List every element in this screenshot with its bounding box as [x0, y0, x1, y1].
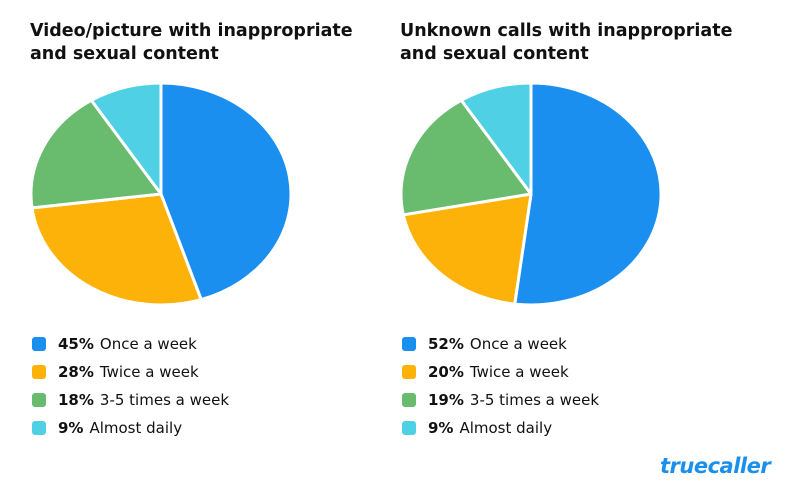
legend-percent: 9% [58, 419, 84, 437]
legend-label: Almost daily [89, 419, 183, 437]
right-chart-title: Unknown calls with inappropriate and sex… [400, 21, 733, 64]
legend-swatch [402, 421, 416, 435]
left-chart-title: Video/picture with inappropriate and sex… [30, 21, 353, 64]
legend-item: 20% Twice a week [402, 358, 599, 386]
left-chart-legend: 45% Once a week 28% Twice a week 18% 3-5… [32, 330, 229, 442]
legend-percent: 9% [428, 419, 454, 437]
legend-swatch [32, 393, 46, 407]
left-chart-panel: Video/picture with inappropriate and sex… [0, 0, 380, 460]
truecaller-logo: truecaller [660, 454, 771, 478]
legend-percent: 20% [428, 363, 464, 381]
left-pie-chart [29, 81, 293, 307]
legend-label: Twice a week [469, 363, 569, 381]
pie-slice-once-a-week [159, 81, 293, 302]
right-chart-panel: Unknown calls with inappropriate and sex… [370, 0, 750, 460]
pie-slice-once-a-week [513, 81, 663, 307]
legend-item: 9% Almost daily [32, 414, 229, 442]
legend-label: Once a week [469, 335, 567, 353]
legend-swatch [402, 337, 416, 351]
legend-item: 9% Almost daily [402, 414, 599, 442]
legend-label: 3-5 times a week [99, 391, 230, 409]
pie-slice-twice-a-week [401, 192, 533, 306]
legend-percent: 28% [58, 363, 94, 381]
pie-slice-twice-a-week [30, 192, 203, 307]
legend-item: 19% 3-5 times a week [402, 386, 599, 414]
legend-label: Twice a week [99, 363, 199, 381]
legend-item: 45% Once a week [32, 330, 229, 358]
legend-label: Once a week [99, 335, 197, 353]
pie-slice-almost-daily [89, 81, 163, 196]
legend-swatch [402, 365, 416, 379]
legend-percent: 45% [58, 335, 94, 353]
legend-item: 28% Twice a week [32, 358, 229, 386]
legend-item: 52% Once a week [402, 330, 599, 358]
legend-swatch [402, 393, 416, 407]
legend-percent: 19% [428, 391, 464, 409]
legend-item: 18% 3-5 times a week [32, 386, 229, 414]
right-pie-chart [399, 81, 663, 307]
legend-percent: 52% [428, 335, 464, 353]
pie-slice-three-to-five-times-a-week [29, 98, 163, 210]
legend-swatch [32, 337, 46, 351]
legend-swatch [32, 421, 46, 435]
legend-swatch [32, 365, 46, 379]
legend-percent: 18% [58, 391, 94, 409]
legend-label: Almost daily [459, 419, 553, 437]
legend-label: 3-5 times a week [469, 391, 600, 409]
pie-slice-almost-daily [459, 81, 533, 196]
pie-slice-three-to-five-times-a-week [399, 98, 533, 217]
right-chart-legend: 52% Once a week 20% Twice a week 19% 3-5… [402, 330, 599, 442]
